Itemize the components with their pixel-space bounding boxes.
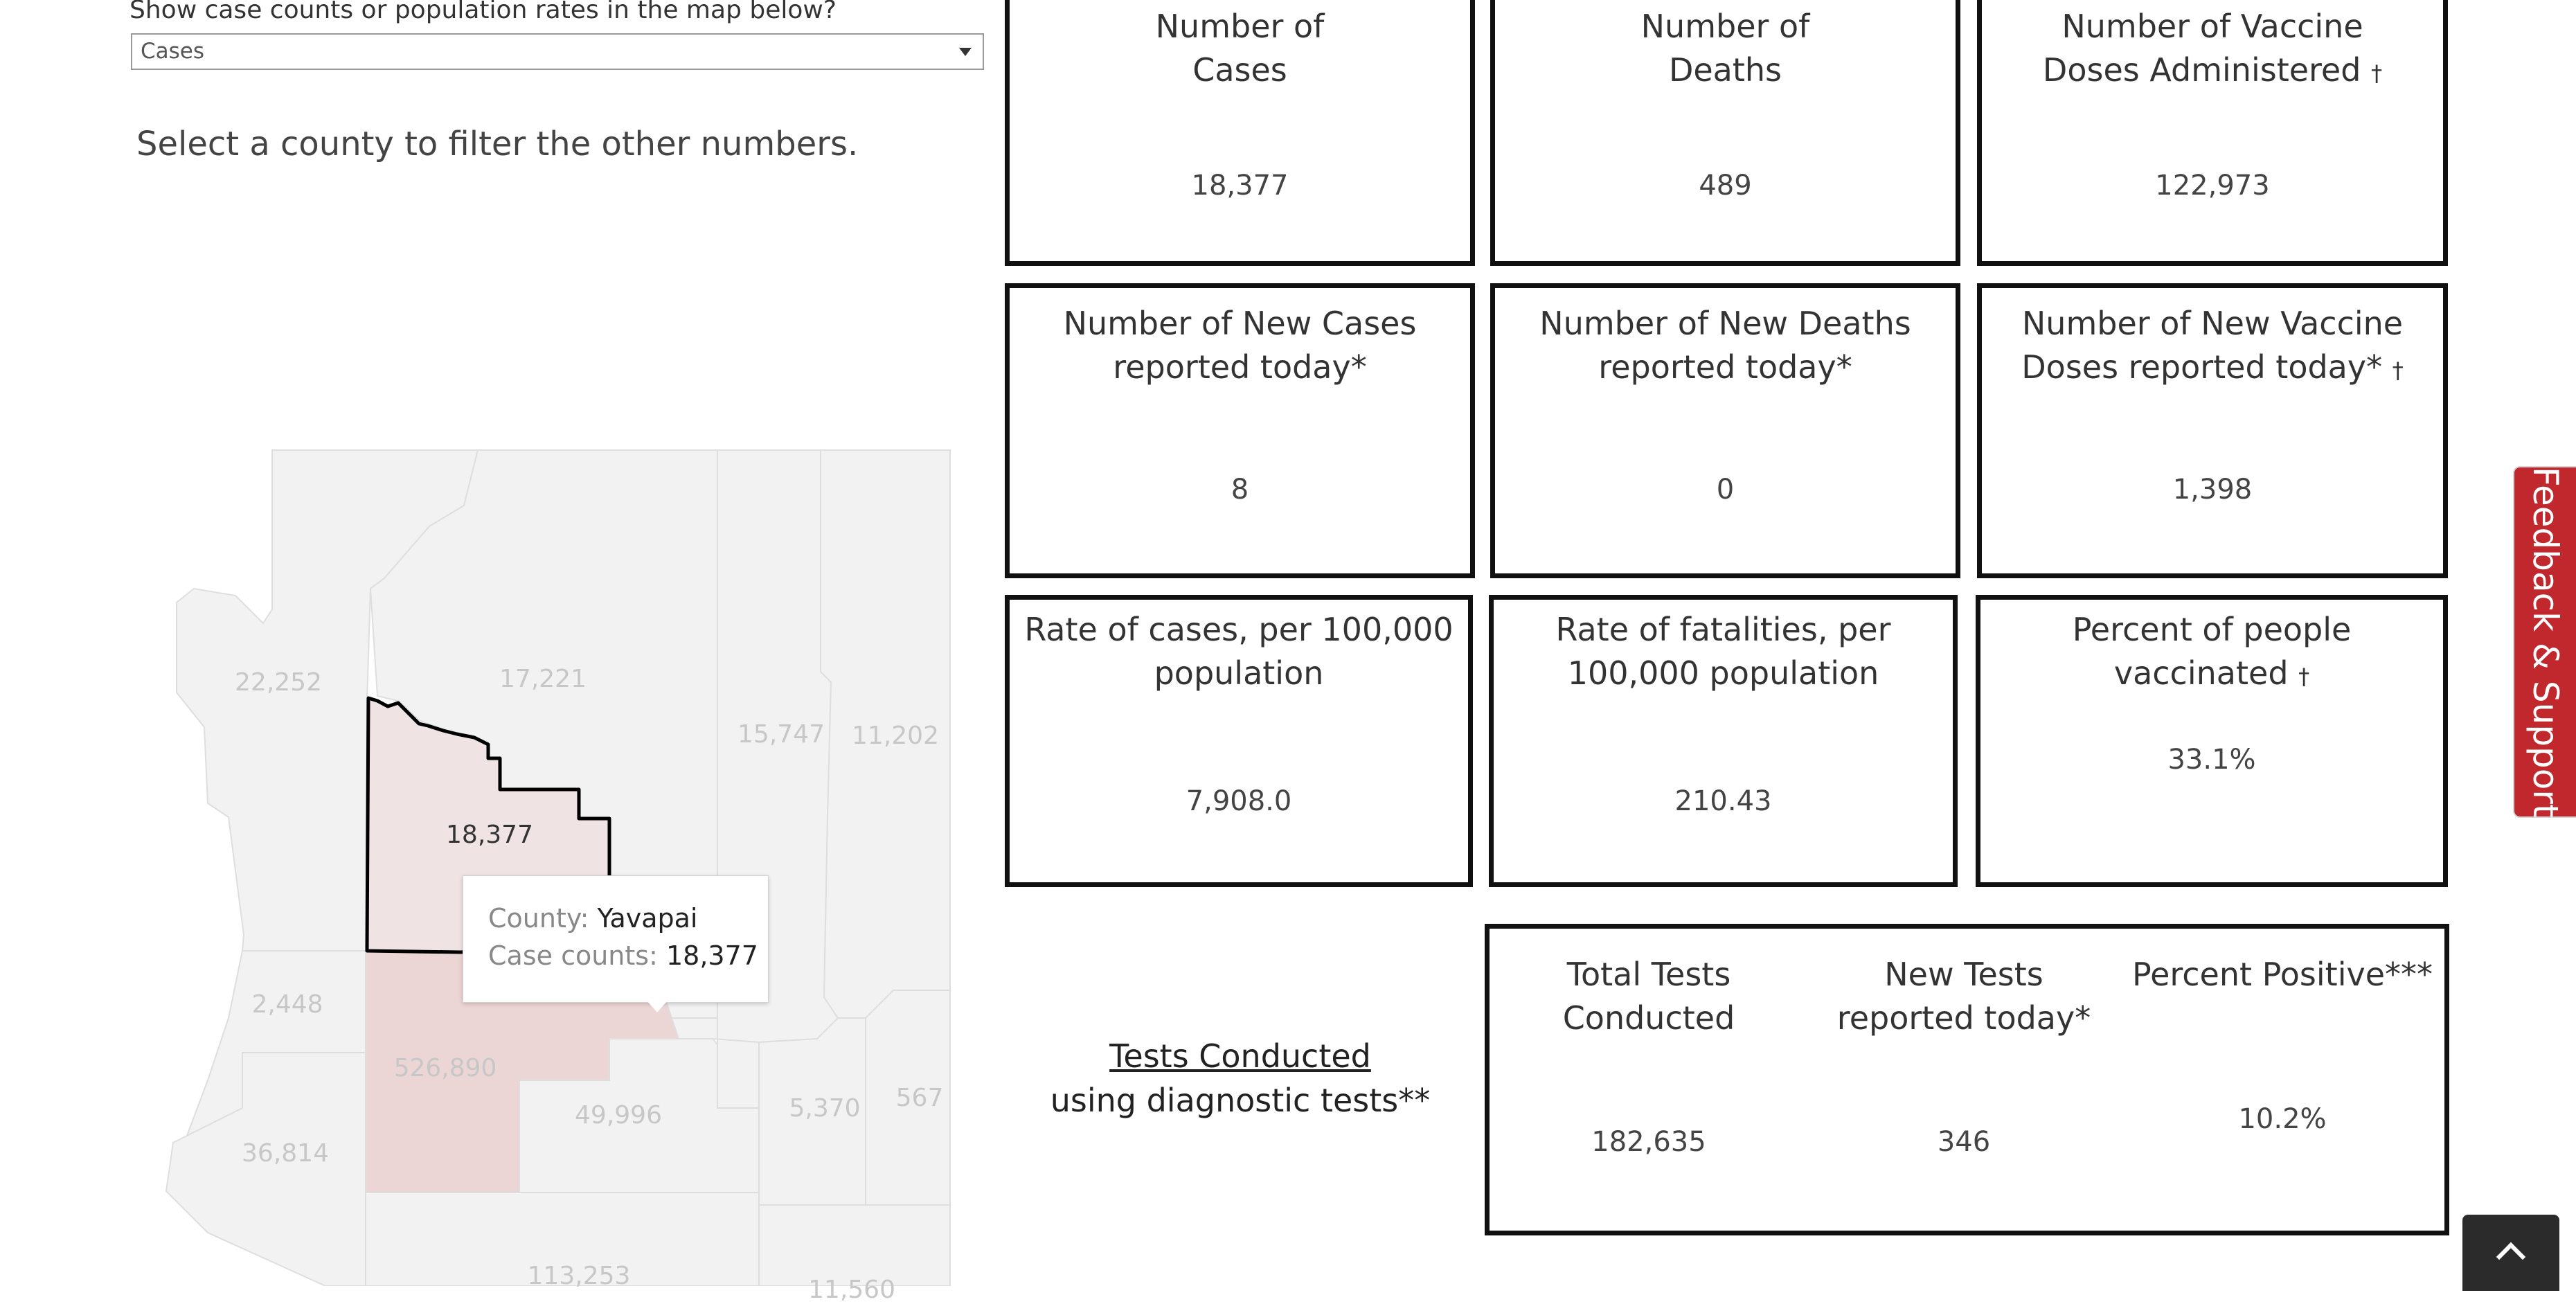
feedback-support-tab[interactable]: Feedback & Support — [2513, 466, 2576, 818]
card-value: 18,377 — [1191, 170, 1289, 202]
tests-subtitle: using diagnostic tests** — [1050, 1082, 1431, 1119]
tests-new-title: New Tests reported today* — [1836, 956, 2091, 1037]
tests-positive-title: Percent Positive*** — [2131, 956, 2433, 993]
map-instruction: Select a county to filter the other numb… — [136, 125, 859, 163]
map-metric-selected-value: Cases — [141, 39, 205, 64]
card-value: 489 — [1699, 170, 1752, 202]
tests-heading: Tests Conducted using diagnostic tests** — [1001, 1034, 1479, 1123]
card-title: Number of Deaths — [1640, 8, 1810, 89]
card-percent-vaccinated: Percent of people vaccinated † 33.1% — [1976, 595, 2448, 887]
tests-total-title: Total Tests Conducted — [1562, 956, 1735, 1037]
map-label-apache: 11,202 — [852, 722, 939, 750]
tests-positive-value: 10.2% — [2238, 1103, 2327, 1135]
map-label-yavapai: 18,377 — [446, 821, 533, 849]
tests-title[interactable]: Tests Conducted — [1109, 1037, 1371, 1075]
card-title: Percent of people vaccinated † — [2072, 611, 2352, 692]
card-value: 210.43 — [1674, 785, 1772, 817]
county-map — [165, 449, 951, 1286]
card-new-vaccine-doses: Number of New Vaccine Doses reported tod… — [1977, 283, 2448, 578]
county-cochise[interactable] — [758, 1204, 951, 1286]
card-value: 8 — [1231, 474, 1249, 506]
tests-new-value: 346 — [1937, 1126, 1991, 1158]
card-new-deaths: Number of New Deaths reported today* 0 — [1490, 283, 1960, 578]
map-tooltip: County: Yavapai Case counts: 18,377 — [463, 875, 769, 1003]
card-case-rate: Rate of cases, per 100,000 population 7,… — [1005, 595, 1473, 887]
card-new-cases: Number of New Cases reported today* 8 — [1005, 283, 1475, 578]
chevron-up-icon — [2496, 1242, 2526, 1272]
card-value: 7,908.0 — [1186, 785, 1292, 817]
tooltip-pointer — [647, 1001, 667, 1012]
card-title: Rate of cases, per 100,000 population — [1024, 611, 1454, 692]
county-yuma[interactable] — [165, 1052, 366, 1286]
county-pima[interactable] — [365, 1192, 760, 1286]
card-title: Number of Vaccine Doses Administered † — [2042, 8, 2383, 89]
map-label-navajo: 15,747 — [737, 720, 825, 749]
card-title: Number of New Vaccine Doses reported tod… — [2021, 305, 2404, 386]
map-label-graham: 5,370 — [789, 1094, 861, 1123]
map-label-cochise: 11,560 — [808, 1276, 895, 1304]
map-label-yuma: 36,814 — [242, 1139, 329, 1168]
card-title: Number of New Cases reported today* — [1063, 305, 1417, 386]
card-title: Number of Cases — [1155, 8, 1325, 89]
card-number-of-cases: Number of Cases 18,377 — [1005, 0, 1475, 266]
tooltip-county-row: County: Yavapai — [488, 903, 698, 934]
map-metric-select[interactable]: Cases — [131, 33, 984, 70]
chevron-down-icon — [959, 48, 972, 56]
card-value: 33.1% — [2167, 744, 2256, 776]
card-title: Rate of fatalities, per 100,000 populati… — [1555, 611, 1891, 692]
card-vaccine-doses: Number of Vaccine Doses Administered † 1… — [1977, 0, 2448, 266]
map-metric-label: Show case counts or population rates in … — [129, 0, 837, 24]
map-label-lapaz: 2,448 — [251, 990, 323, 1019]
card-value: 1,398 — [2172, 474, 2253, 506]
card-number-of-deaths: Number of Deaths 489 — [1490, 0, 1960, 266]
map-label-pima: 113,253 — [527, 1262, 631, 1290]
map-label-maricopa: 526,890 — [393, 1054, 497, 1082]
county-greenlee[interactable] — [865, 990, 951, 1206]
card-value: 122,973 — [2155, 170, 2270, 202]
map-label-greenlee: 567 — [895, 1084, 944, 1112]
card-value: 0 — [1716, 474, 1735, 506]
card-title: Number of New Deaths reported today* — [1539, 305, 1911, 386]
back-to-top-button[interactable] — [2462, 1215, 2559, 1291]
tests-total-value: 182,635 — [1591, 1126, 1706, 1158]
map-label-pinal: 49,996 — [575, 1101, 662, 1129]
map-label-mohave: 22,252 — [235, 668, 322, 697]
map-label-coconino: 17,221 — [499, 665, 587, 693]
feedback-support-label: Feedback & Support — [2525, 466, 2566, 818]
county-navajo[interactable] — [717, 449, 839, 1109]
card-fatality-rate: Rate of fatalities, per 100,000 populati… — [1489, 595, 1958, 887]
tests-summary: Total Tests Conducted 182,635 New Tests … — [1485, 924, 2449, 1235]
tooltip-counts-row: Case counts: 18,377 — [488, 940, 758, 971]
